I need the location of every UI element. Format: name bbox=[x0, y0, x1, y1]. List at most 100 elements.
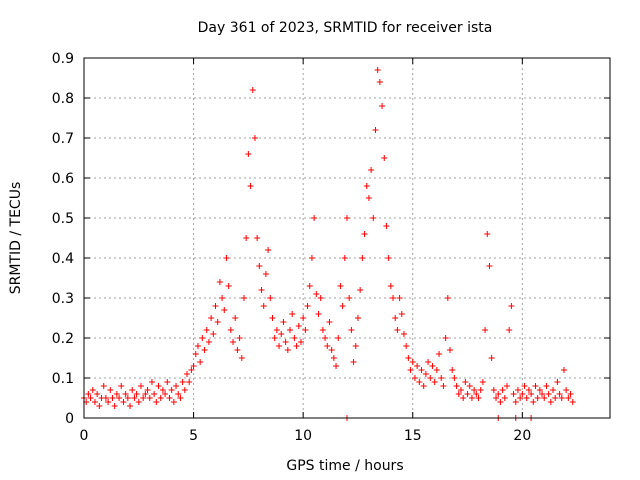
data-point bbox=[179, 379, 186, 385]
data-point bbox=[240, 295, 247, 301]
data-point bbox=[140, 395, 147, 401]
data-point bbox=[460, 395, 467, 401]
data-point bbox=[133, 391, 140, 397]
data-point bbox=[137, 383, 144, 389]
data-point bbox=[503, 383, 510, 389]
data-point bbox=[247, 183, 254, 189]
data-point bbox=[157, 395, 164, 401]
data-point bbox=[127, 403, 134, 409]
data-point bbox=[409, 359, 416, 365]
data-point bbox=[344, 215, 350, 221]
data-point bbox=[541, 395, 548, 401]
data-point bbox=[374, 67, 381, 73]
data-point bbox=[262, 271, 269, 277]
y-tick-label: 0.9 bbox=[52, 51, 74, 67]
chart-title: Day 361 of 2023, SRMTID for receiver ist… bbox=[198, 20, 493, 36]
data-point bbox=[403, 343, 410, 349]
y-tick-label: 0.6 bbox=[52, 171, 74, 187]
data-point bbox=[392, 315, 399, 321]
data-point bbox=[390, 295, 397, 301]
data-point bbox=[280, 319, 287, 325]
data-point bbox=[471, 387, 478, 393]
data-point bbox=[324, 343, 331, 349]
data-point bbox=[100, 383, 107, 389]
y-tick-label: 0.1 bbox=[52, 371, 74, 387]
data-point bbox=[135, 399, 142, 405]
data-point bbox=[354, 315, 361, 321]
y-axis-label: SRMTID / TECUs bbox=[8, 182, 24, 295]
data-point bbox=[94, 391, 101, 397]
data-point bbox=[385, 255, 392, 261]
data-point bbox=[368, 167, 375, 173]
data-point bbox=[319, 327, 326, 333]
data-point bbox=[396, 295, 403, 301]
data-point bbox=[523, 395, 530, 401]
data-point bbox=[550, 387, 557, 393]
data-point bbox=[376, 79, 383, 85]
data-point bbox=[245, 151, 252, 157]
data-point bbox=[113, 391, 120, 397]
data-point bbox=[567, 391, 574, 397]
data-point bbox=[184, 371, 191, 377]
data-point bbox=[85, 391, 92, 397]
data-point bbox=[455, 391, 462, 397]
data-point bbox=[387, 283, 394, 289]
data-point bbox=[429, 363, 436, 369]
data-point bbox=[563, 387, 570, 393]
data-point bbox=[170, 399, 177, 405]
data-point bbox=[497, 399, 504, 405]
data-point bbox=[514, 387, 521, 393]
data-point bbox=[168, 387, 175, 393]
data-point bbox=[379, 103, 386, 109]
data-point bbox=[265, 247, 272, 253]
data-point bbox=[361, 231, 368, 237]
data-point bbox=[232, 315, 239, 321]
data-point bbox=[210, 331, 217, 337]
data-point bbox=[251, 135, 258, 141]
data-point bbox=[194, 343, 201, 349]
data-point bbox=[181, 387, 188, 393]
data-point bbox=[363, 183, 370, 189]
data-point bbox=[109, 395, 116, 401]
data-point bbox=[297, 339, 304, 345]
data-point bbox=[383, 223, 390, 229]
data-point bbox=[339, 303, 346, 309]
data-point bbox=[365, 195, 372, 201]
data-point bbox=[267, 295, 274, 301]
data-point bbox=[87, 395, 94, 401]
data-point bbox=[407, 367, 414, 373]
data-point bbox=[359, 255, 366, 261]
data-point bbox=[341, 255, 348, 261]
data-point bbox=[166, 395, 173, 401]
data-point bbox=[447, 347, 454, 353]
data-point bbox=[560, 367, 567, 373]
data-point bbox=[243, 235, 250, 241]
data-point bbox=[479, 379, 486, 385]
data-point bbox=[236, 335, 243, 341]
data-point bbox=[322, 335, 329, 341]
y-tick-label: 0.8 bbox=[52, 91, 74, 107]
data-point bbox=[543, 383, 550, 389]
data-point bbox=[197, 359, 204, 365]
data-point bbox=[501, 395, 508, 401]
data-point bbox=[486, 263, 493, 269]
data-point bbox=[556, 391, 563, 397]
data-point bbox=[490, 387, 497, 393]
data-point bbox=[201, 347, 208, 353]
plot-frame bbox=[83, 57, 611, 419]
y-tick-label: 0 bbox=[65, 411, 74, 427]
data-point bbox=[282, 339, 289, 345]
x-tick-label: 20 bbox=[513, 428, 531, 444]
data-point bbox=[227, 327, 234, 333]
x-axis-label: GPS time / hours bbox=[286, 458, 403, 474]
data-point bbox=[475, 395, 482, 401]
data-point bbox=[357, 287, 364, 293]
data-point bbox=[124, 395, 131, 401]
y-tick-label: 0.7 bbox=[52, 131, 74, 147]
data-point bbox=[337, 283, 344, 289]
data-point bbox=[177, 395, 184, 401]
y-tick-label: 0.2 bbox=[52, 331, 74, 347]
data-point bbox=[148, 379, 155, 385]
